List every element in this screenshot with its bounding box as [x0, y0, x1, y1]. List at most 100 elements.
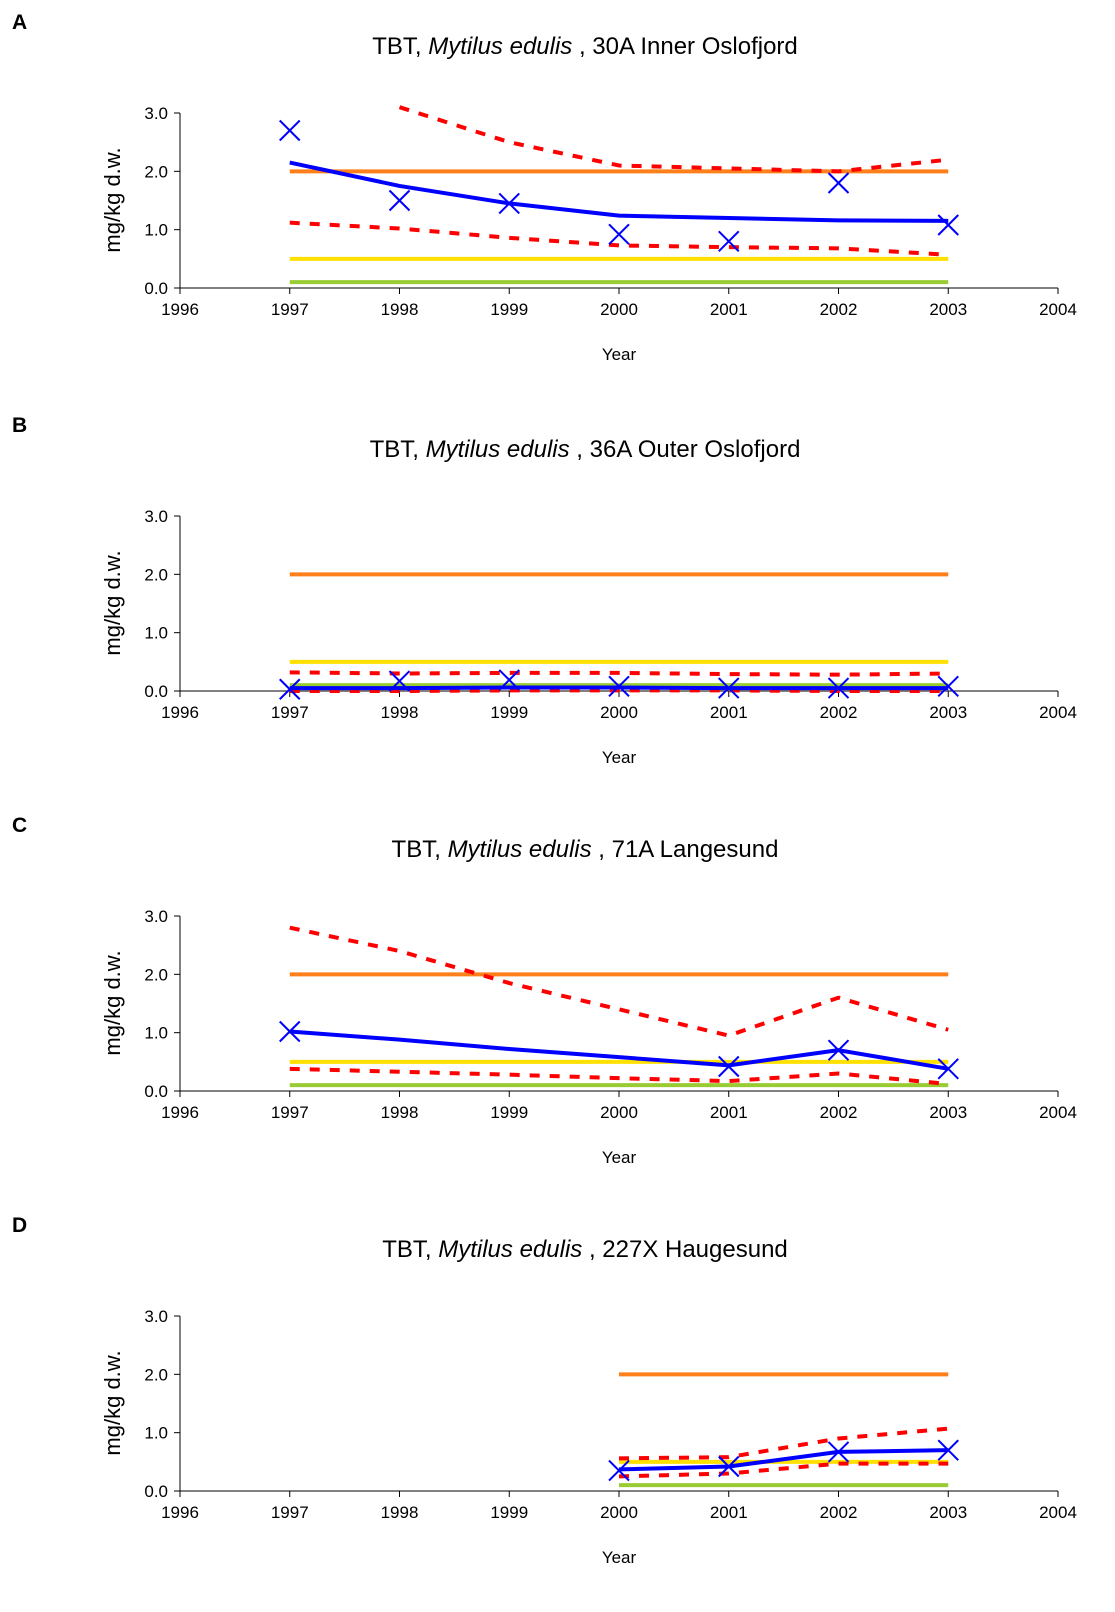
x-tick-label: 2000 — [600, 1503, 638, 1522]
y-axis-label: mg/kg d.w. — [100, 950, 125, 1055]
x-tick-label: 1998 — [381, 300, 419, 319]
data-point-marker — [279, 1020, 301, 1043]
data-point-marker — [718, 677, 740, 699]
y-tick-label: 2.0 — [144, 965, 168, 984]
x-tick-label: 1999 — [490, 300, 528, 319]
data-point-marker — [718, 1055, 740, 1078]
data-point-marker — [718, 1455, 740, 1478]
marker-stroke — [279, 678, 301, 700]
marker-stroke — [608, 1459, 630, 1482]
y-tick-label: 2.0 — [144, 565, 168, 584]
x-tick-label: 1997 — [271, 1103, 309, 1122]
chart-title-prefix: TBT, — [392, 836, 448, 863]
data-point-marker — [498, 669, 520, 691]
x-tick-label: 1999 — [490, 1503, 528, 1522]
data-point-marker — [827, 172, 850, 194]
data-point-marker — [279, 119, 301, 142]
marker-stroke — [827, 172, 850, 194]
y-tick-label: 3.0 — [144, 104, 168, 123]
chart-title-prefix: TBT, — [372, 33, 428, 60]
data-point-marker — [718, 230, 740, 253]
x-tick-label: 1997 — [271, 1503, 309, 1522]
marker-stroke — [279, 1020, 301, 1043]
y-tick-label: 3.0 — [144, 1307, 168, 1326]
x-tick-label: 1996 — [161, 703, 199, 722]
y-tick-label: 0.0 — [144, 682, 168, 701]
y-tick-label: 1.0 — [144, 624, 168, 643]
x-tick-label: 1997 — [271, 703, 309, 722]
lower-ci-line — [289, 1066, 949, 1086]
marker-stroke — [718, 1455, 740, 1478]
x-tick-label: 1996 — [161, 1503, 199, 1522]
chart-title: TBT, Mytilus edulis , 36A Outer Oslofjor… — [370, 436, 801, 463]
y-tick-label: 1.0 — [144, 221, 168, 240]
x-tick-label: 2003 — [929, 1103, 967, 1122]
lower-ci-line — [618, 1461, 949, 1479]
data-point-marker — [937, 1058, 959, 1080]
panel-letter: B — [12, 414, 27, 437]
marker-stroke — [827, 1039, 850, 1061]
data-point-marker — [827, 677, 850, 699]
chart-title: TBT, Mytilus edulis , 227X Haugesund — [382, 1236, 788, 1263]
x-tick-label: 2002 — [820, 703, 858, 722]
x-tick-label: 1998 — [381, 1503, 419, 1522]
data-point-marker — [279, 678, 301, 700]
chart-title: TBT, Mytilus edulis , 71A Langesund — [392, 836, 779, 863]
chart-title-suffix: , 36A Outer Oslofjord — [570, 436, 801, 463]
data-point-marker — [937, 675, 959, 698]
y-tick-label: 0.0 — [144, 1482, 168, 1501]
trend-line — [289, 160, 949, 223]
marker-stroke — [608, 223, 630, 246]
x-tick-label: 2004 — [1039, 1103, 1077, 1122]
y-axis-label: mg/kg d.w. — [100, 147, 125, 252]
x-tick-label: 1996 — [161, 300, 199, 319]
chart-panel-c: C TBT, Mytilus edulis , 71A Langesund 0.0 1… — [12, 814, 1077, 1167]
x-tick-label: 1998 — [381, 1103, 419, 1122]
y-axis-label: mg/kg d.w. — [100, 550, 125, 655]
data-point-marker — [608, 675, 630, 698]
marker-stroke — [279, 119, 301, 142]
marker-stroke — [827, 1441, 850, 1463]
y-tick-label: 2.0 — [144, 162, 168, 181]
x-tick-label: 2004 — [1039, 300, 1077, 319]
data-point-marker — [388, 670, 411, 692]
chart-title-prefix: TBT, — [382, 1236, 438, 1263]
y-tick-label: 0.0 — [144, 279, 168, 298]
marker-stroke — [718, 1055, 740, 1078]
data-point-marker — [608, 223, 630, 246]
x-tick-label: 1999 — [490, 1103, 528, 1122]
data-point-marker — [827, 1039, 850, 1061]
x-tick-label: 2000 — [600, 1103, 638, 1122]
marker-stroke — [937, 1439, 959, 1461]
x-tick-label: 2001 — [710, 300, 748, 319]
x-tick-label: 1999 — [490, 703, 528, 722]
chart-title-species: Mytilus edulis — [448, 836, 592, 863]
y-tick-label: 3.0 — [144, 907, 168, 926]
x-axis-label: Year — [602, 748, 637, 767]
marker-stroke — [498, 669, 520, 691]
marker-stroke — [718, 230, 740, 253]
y-axis-label: mg/kg d.w. — [100, 1350, 125, 1455]
x-tick-label: 2003 — [929, 1503, 967, 1522]
x-axis-label: Year — [602, 345, 637, 364]
data-point-marker — [388, 189, 411, 212]
upper-ci-line — [618, 1426, 949, 1461]
data-point-marker — [608, 1459, 630, 1482]
y-tick-label: 3.0 — [144, 507, 168, 526]
x-tick-label: 2001 — [710, 1503, 748, 1522]
marker-stroke — [388, 670, 411, 692]
chart-title-suffix: , 71A Langesund — [592, 836, 779, 863]
x-tick-label: 2002 — [820, 1503, 858, 1522]
upper-ci-line — [289, 670, 949, 677]
marker-stroke — [937, 675, 959, 698]
x-tick-label: 2004 — [1039, 703, 1077, 722]
x-axis-label: Year — [602, 1148, 637, 1167]
x-tick-label: 2003 — [929, 300, 967, 319]
x-axis-label: Year — [602, 1548, 637, 1567]
chart-title-suffix: , 30A Inner Oslofjord — [572, 33, 797, 60]
upper-ci-line — [289, 925, 949, 1038]
x-tick-label: 1998 — [381, 703, 419, 722]
y-tick-label: 1.0 — [144, 1024, 168, 1043]
trend-line — [618, 1448, 949, 1472]
